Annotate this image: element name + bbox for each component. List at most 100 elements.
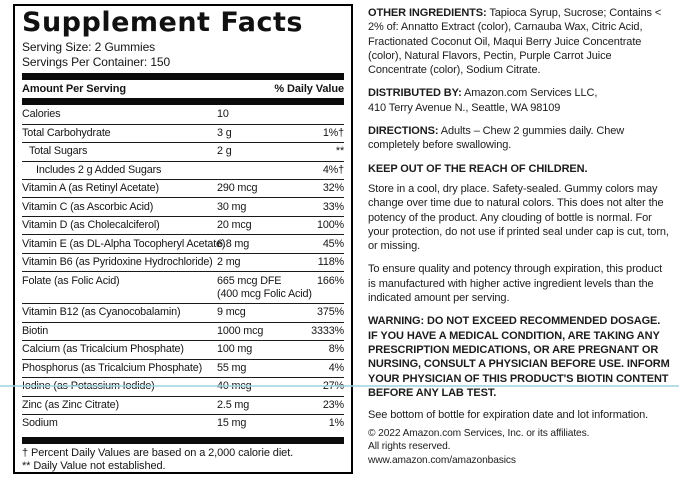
supplement-facts-title: Supplement Facts — [22, 7, 303, 38]
storage-section: Store in a cool, dry place. Safety-seale… — [368, 182, 672, 253]
nutrient-amount: 9 mcg — [217, 306, 246, 319]
nutrient-dv: 8% — [328, 343, 344, 356]
nutrient-name: Total Sugars — [29, 145, 88, 158]
footnote-not-established: ** Daily Value not established. — [22, 460, 166, 473]
nutrient-name: Calcium (as Tricalcium Phosphate) — [22, 343, 184, 356]
amount-per-serving-header: Amount Per Serving — [22, 83, 126, 96]
nutrient-dv: 166% — [316, 274, 344, 287]
nutrient-dv: 32% — [322, 182, 344, 195]
directions-label: DIRECTIONS: — [368, 125, 439, 138]
table-row-vitamin-c: Vitamin C (as Ascorbic Acid) 30 mg 33% — [22, 198, 344, 217]
nutrient-amount: 30 mg — [217, 200, 247, 213]
table-row-vitamin-b6: Vitamin B6 (as Pyridoxine Hydrochloride)… — [22, 254, 344, 273]
nutrient-amount: 10 — [217, 108, 229, 121]
table-row-calcium: Calcium (as Tricalcium Phosphate) 100 mg… — [22, 341, 344, 360]
table-row-vitamin-b12: Vitamin B12 (as Cyanocobalamin) 9 mcg 37… — [22, 304, 344, 323]
nutrient-dv: 100% — [316, 219, 344, 232]
copyright-text: © 2022 Amazon.com Services, Inc. or its … — [368, 428, 590, 466]
warning-text: DO NOT EXCEED RECOMMENDED DOSAGE. IF YOU… — [368, 315, 670, 399]
nutrient-amount: 290 mcg — [217, 182, 258, 195]
nutrient-dv: 23% — [322, 398, 344, 411]
nutrient-amount-line2: (400 mcg Folic Acid) — [217, 288, 312, 301]
divider-bar-top — [22, 73, 344, 81]
footnote-daily-values: † Percent Daily Values are based on a 2,… — [22, 446, 294, 459]
nutrient-name: Biotin — [22, 324, 49, 337]
nutrient-name: Vitamin C (as Ascorbic Acid) — [22, 200, 154, 213]
nutrient-table: Calories 10 Total Carbohydrate 3 g 1%† T… — [22, 106, 344, 432]
table-row-iodine: Iodine (as Potassium Iodide) 40 mcg 27% — [22, 378, 344, 397]
table-row-vitamin-a: Vitamin A (as Retinyl Acetate) 290 mcg 3… — [22, 180, 344, 199]
nutrient-amount: 3 g — [217, 126, 232, 139]
distributed-by-text: Amazon.com Services LLC, 410 Terry Avenu… — [368, 87, 598, 114]
nutrient-dv: 1%† — [322, 126, 344, 139]
nutrient-dv — [305, 108, 344, 121]
supplement-facts-panel: Supplement Facts Serving Size: 2 Gummies… — [13, 4, 353, 474]
nutrient-dv: 375% — [316, 306, 344, 319]
nutrient-name: Iodine (as Potassium Iodide) — [22, 380, 155, 393]
copyright-section: © 2022 Amazon.com Services, Inc. or its … — [368, 427, 672, 466]
info-column: OTHER INGREDIENTS: Tapioca Syrup, Sucros… — [368, 6, 672, 467]
nutrient-dv: 45% — [322, 237, 344, 250]
table-row-phosphorus: Phosphorus (as Tricalcium Phosphate) 55 … — [22, 360, 344, 379]
table-header: Amount Per Serving % Daily Value — [22, 80, 344, 98]
nutrient-amount: 40 mcg — [217, 380, 252, 393]
nutrient-name: Includes 2 g Added Sugars — [36, 163, 162, 176]
nutrient-name: Total Carbohydrate — [22, 126, 111, 139]
potency-text: To ensure quality and potency through ex… — [368, 263, 663, 305]
other-ingredients-text: Tapioca Syrup, Sucrose; Contains < 2% of… — [368, 7, 662, 77]
nutrient-amount: 55 mg — [217, 361, 247, 374]
nutrient-dv: 118% — [317, 256, 344, 269]
nutrient-amount: 100 mg — [217, 343, 253, 356]
table-row-sodium: Sodium 15 mg 1% — [22, 415, 344, 432]
nutrient-name: Sodium — [22, 417, 58, 430]
distributed-by-label: DISTRIBUTED BY: — [368, 87, 462, 100]
warning-section: WARNING: DO NOT EXCEED RECOMMENDED DOSAG… — [368, 314, 672, 400]
nutrient-dv: 1% — [328, 417, 344, 430]
distributed-by-section: DISTRIBUTED BY: Amazon.com Services LLC,… — [368, 86, 672, 115]
nutrient-amount: 6.8 mg — [217, 237, 250, 250]
nutrient-dv: ** — [335, 145, 344, 158]
nutrient-dv: 33% — [322, 200, 344, 213]
serving-info: Serving Size: 2 Gummies Servings Per Con… — [22, 40, 344, 69]
storage-text: Store in a cool, dry place. Safety-seale… — [368, 182, 669, 253]
serving-size: Serving Size: 2 Gummies — [22, 40, 156, 55]
nutrient-name: Folate (as Folic Acid) — [22, 274, 120, 287]
nutrient-name: Vitamin B6 (as Pyridoxine Hydrochloride) — [22, 256, 213, 269]
expiration-note-text: See bottom of bottle for expiration date… — [368, 409, 649, 422]
table-row-total-sugars: Total Sugars 2 g ** — [22, 143, 344, 162]
expiration-note-section: See bottom of bottle for expiration date… — [368, 408, 672, 422]
nutrient-amount: 2.5 mg — [217, 398, 250, 411]
directions-text: Adults – Chew 2 gummies daily. Chew comp… — [368, 125, 625, 152]
table-row-folate: Folate (as Folic Acid) 665 mcg DFE (400 m… — [22, 272, 344, 305]
nutrient-dv: 3333% — [311, 324, 344, 337]
other-ingredients-label: OTHER INGREDIENTS: — [368, 7, 487, 19]
nutrient-amount: 20 mcg — [217, 219, 252, 232]
nutrient-name: Vitamin A (as Retinyl Acetate) — [22, 182, 159, 195]
servings-per-container: Servings Per Container: 150 — [22, 54, 171, 69]
nutrient-amount: 15 mg — [217, 417, 247, 430]
potency-section: To ensure quality and potency through ex… — [368, 262, 672, 305]
nutrient-amount: 665 mcg DFE (400 mcg Folic Acid) — [217, 275, 312, 302]
nutrient-name: Zinc (as Zinc Citrate) — [22, 398, 119, 411]
table-row-vitamin-d: Vitamin D (as Cholecalciferol) 20 mcg 10… — [22, 217, 344, 236]
directions-section: DIRECTIONS: Adults – Chew 2 gummies dail… — [368, 124, 672, 153]
table-row-calories: Calories 10 — [22, 106, 344, 125]
keep-out-of-reach-section: KEEP OUT OF THE REACH OF CHILDREN. — [368, 162, 672, 176]
other-ingredients-section: OTHER INGREDIENTS: Tapioca Syrup, Sucros… — [368, 6, 672, 77]
nutrient-amount: 1000 mcg — [217, 324, 264, 337]
keep-out-label: KEEP OUT OF THE REACH OF CHILDREN. — [368, 162, 588, 175]
nutrient-name: Calories — [22, 108, 61, 121]
nutrient-amount: 2 mg — [217, 256, 241, 269]
divider-bar-header — [22, 98, 344, 106]
nutrient-dv: 27% — [322, 380, 344, 393]
daily-value-header: % Daily Value — [274, 83, 344, 96]
nutrient-name: Vitamin B12 (as Cyanocobalamin) — [22, 306, 181, 319]
nutrient-name: Vitamin D (as Cholecalciferol) — [22, 219, 160, 232]
table-row-zinc: Zinc (as Zinc Citrate) 2.5 mg 23% — [22, 397, 344, 416]
nutrient-amount — [217, 164, 305, 177]
nutrient-name: Phosphorus (as Tricalcium Phosphate) — [22, 361, 203, 374]
warning-label: WARNING: — [368, 315, 425, 328]
nutrient-amount: 2 g — [217, 145, 232, 158]
nutrient-name: Vitamin E (as DL-Alpha Tocopheryl Acetat… — [22, 237, 226, 250]
